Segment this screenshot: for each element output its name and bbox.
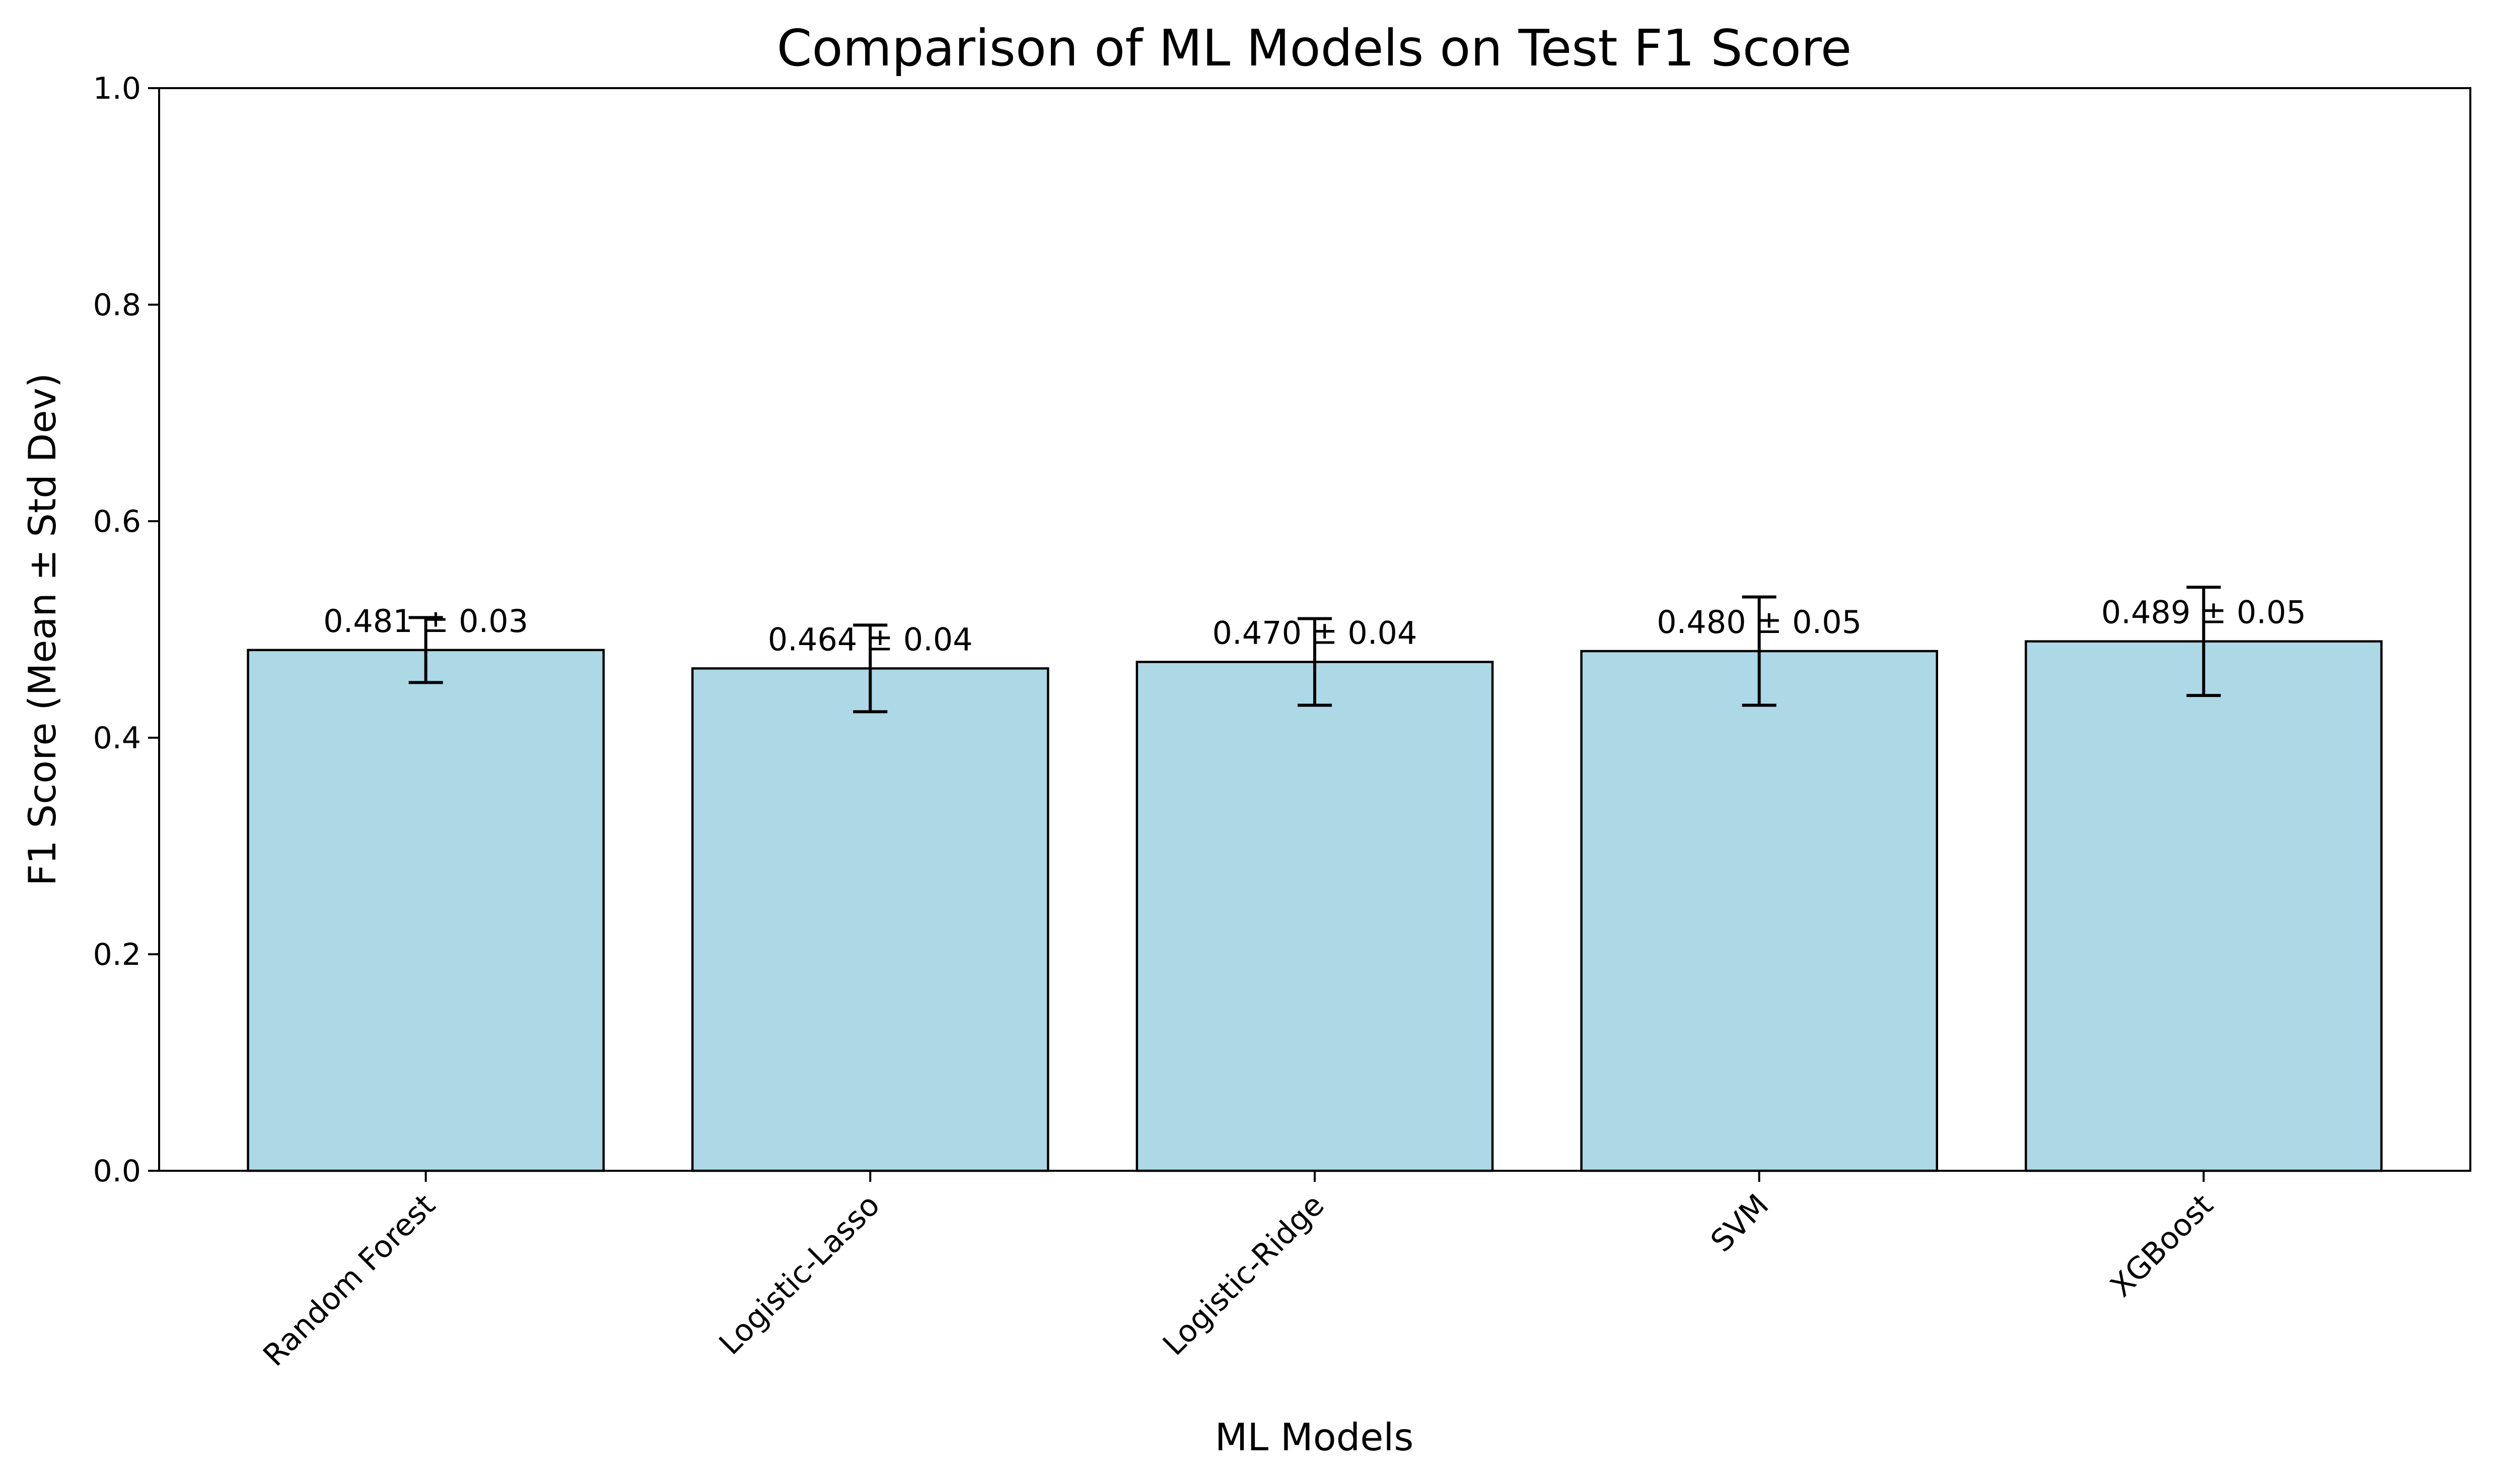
y-axis-label: F1 Score (Mean ± Std Dev) <box>20 373 64 886</box>
bar <box>247 649 605 1172</box>
bar <box>691 667 1049 1172</box>
bar <box>1580 650 1939 1172</box>
y-tick-label: 0.6 <box>93 504 141 539</box>
y-tick-label: 0.2 <box>93 937 141 972</box>
chart-title: Comparison of ML Models on Test F1 Score <box>777 19 1852 78</box>
error-bars-group <box>408 586 2221 714</box>
y-tick-label: 0.0 <box>93 1154 141 1189</box>
plot-frame <box>158 87 2471 1172</box>
y-axis-ticks: 0.0 0.2 0.4 0.6 0.8 1.0 <box>93 71 159 1189</box>
bar <box>2025 640 2383 1172</box>
y-tick-label: 0.4 <box>93 721 141 756</box>
x-axis-label: ML Models <box>1215 1415 1414 1459</box>
bar <box>1135 661 1494 1172</box>
y-tick-label: 1.0 <box>93 71 141 106</box>
y-tick-label: 0.8 <box>93 288 141 323</box>
bars-group <box>247 640 2383 1172</box>
